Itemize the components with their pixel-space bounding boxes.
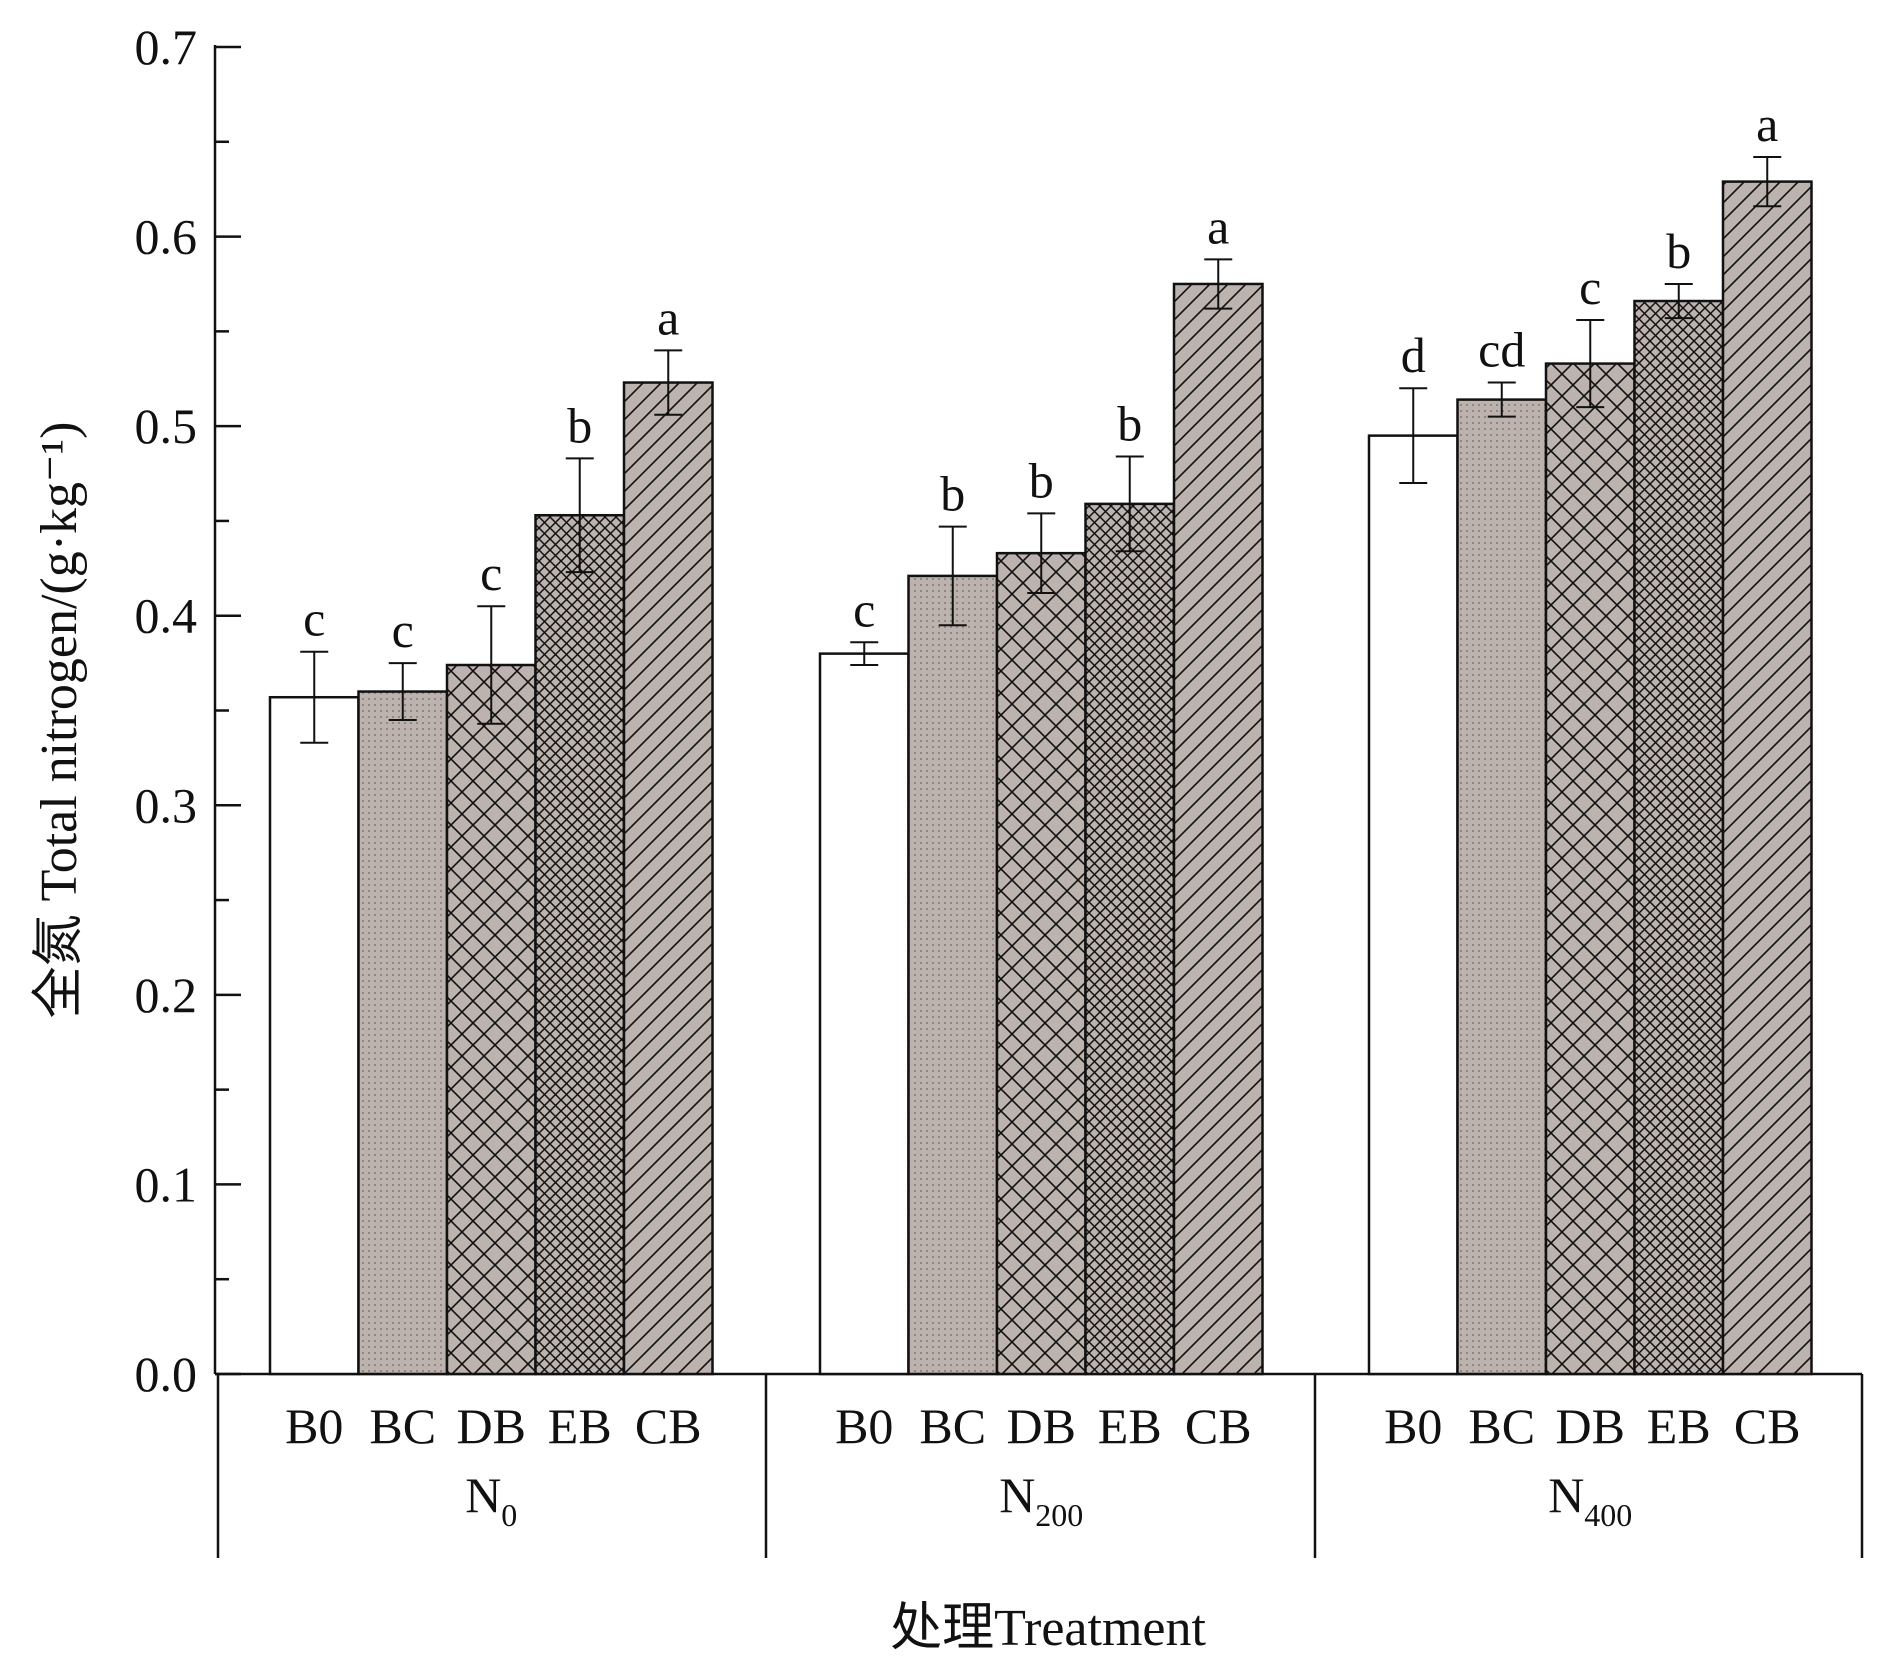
y-tick-label: 0.6 <box>135 209 198 265</box>
significance-label: c <box>480 545 502 601</box>
group-label: N0 <box>465 1467 517 1533</box>
x-tick-label: BC <box>369 1398 436 1454</box>
bar <box>1084 502 1176 1376</box>
x-tick-label: B0 <box>285 1398 343 1454</box>
significance-label: c <box>853 581 875 637</box>
bar <box>818 652 910 1376</box>
significance-label: c <box>1579 259 1601 315</box>
bar <box>534 513 626 1376</box>
x-tick-label: DB <box>1007 1398 1076 1454</box>
bar <box>907 574 999 1376</box>
y-tick-label: 0.2 <box>135 967 198 1023</box>
significance-label: c <box>392 602 414 658</box>
significance-label: b <box>567 397 592 453</box>
bar <box>1456 398 1548 1376</box>
significance-label: b <box>1029 452 1054 508</box>
bar <box>268 695 360 1376</box>
significance-label: a <box>1207 198 1229 254</box>
bar <box>1367 434 1459 1376</box>
x-tick-label: CB <box>635 1398 702 1454</box>
y-tick-label: 0.1 <box>135 1156 198 1212</box>
y-tick-label: 0.5 <box>135 398 198 454</box>
y-tick-label: 0.0 <box>135 1346 198 1402</box>
bar <box>1633 299 1725 1376</box>
significance-label: cd <box>1478 322 1525 378</box>
y-tick-label: 0.7 <box>135 19 198 75</box>
y-tick-label: 0.4 <box>135 588 198 644</box>
bar <box>995 551 1087 1376</box>
x-tick-label: B0 <box>835 1398 893 1454</box>
bar <box>1544 362 1636 1376</box>
x-tick-label: BC <box>919 1398 986 1454</box>
x-tick-label: EB <box>1647 1398 1711 1454</box>
y-axis-title: 全氮 Total nitrogen/(g·kg⁻¹) <box>31 422 88 1019</box>
group-label: N200 <box>999 1467 1083 1533</box>
bar <box>1721 180 1813 1376</box>
x-tick-label: DB <box>1556 1398 1625 1454</box>
x-tick-label: EB <box>548 1398 612 1454</box>
x-tick-label: CB <box>1734 1398 1801 1454</box>
significance-label: a <box>657 289 679 345</box>
bar <box>357 690 449 1376</box>
significance-label: a <box>1756 96 1778 152</box>
group-label: N400 <box>1548 1467 1632 1533</box>
x-tick-label: CB <box>1185 1398 1252 1454</box>
y-tick-label: 0.3 <box>135 777 198 833</box>
significance-label: b <box>1666 223 1691 279</box>
x-axis-title: 处理Treatment <box>890 1600 1206 1657</box>
x-tick-label: BC <box>1468 1398 1535 1454</box>
significance-label: b <box>1117 395 1142 451</box>
x-tick-label: DB <box>457 1398 526 1454</box>
x-tick-label: EB <box>1098 1398 1162 1454</box>
bar <box>1172 282 1264 1376</box>
x-tick-label: B0 <box>1384 1398 1442 1454</box>
x-axis: B0 BC DB EB CB N0 B0 BC DB EB CB N200 B0 BC DB EB CB N400 <box>215 1372 1864 1558</box>
significance-label: b <box>940 466 965 522</box>
significance-label: c <box>303 591 325 647</box>
bar <box>445 663 537 1376</box>
bar <box>622 381 714 1376</box>
significance-label: d <box>1401 327 1426 383</box>
y-axis: 0.0 0.1 0.2 0.3 0.4 0.5 0.6 0.7 <box>135 19 241 1402</box>
